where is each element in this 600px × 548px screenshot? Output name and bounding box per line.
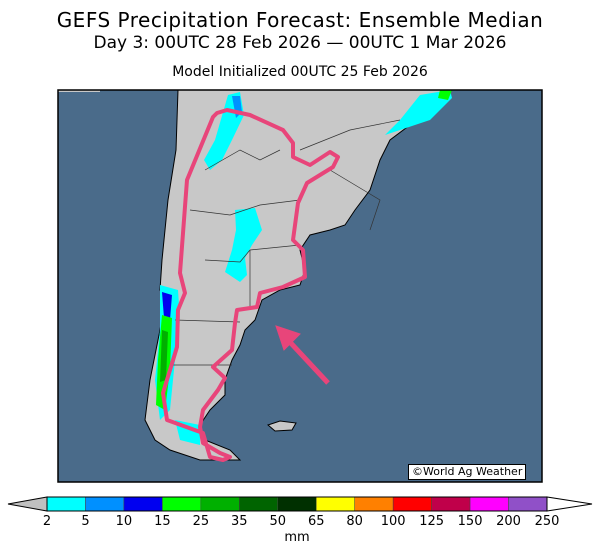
colorbar-tick-label: 80	[346, 514, 363, 529]
model-init-label: Model Initialized 00UTC 25 Feb 2026	[172, 64, 428, 80]
colorbar-swatch	[200, 496, 240, 512]
precip-blue-andes	[162, 292, 172, 320]
falkland-islands	[267, 420, 297, 432]
colorbar-tick-label: 250	[535, 514, 560, 529]
colorbar-swatch	[277, 496, 317, 512]
colorbar-frame	[46, 496, 548, 512]
colorbar-tick-label: 5	[81, 514, 89, 529]
credit-label: ©World Ag Weather	[408, 464, 527, 480]
colorbar-tick-label: 100	[381, 514, 406, 529]
colorbar-tick-label: 25	[193, 514, 210, 529]
colorbar-swatch	[469, 496, 509, 512]
colorbar-swatch	[239, 496, 279, 512]
colorbar-tick-label: 200	[496, 514, 521, 529]
colorbar-swatch	[431, 496, 471, 512]
colorbar-tick-label: 15	[154, 514, 171, 529]
chart-title: GEFS Precipitation Forecast: Ensemble Me…	[56, 8, 544, 32]
colorbar-under-triangle	[7, 496, 48, 512]
colorbar-swatch	[46, 496, 86, 512]
colorbar-tick-label: 65	[308, 514, 325, 529]
highlight-outline	[161, 108, 340, 462]
annotation-arrow	[275, 325, 330, 385]
colorbar-tick-label: 2	[43, 514, 51, 529]
map-frame	[57, 89, 543, 483]
colorbar-swatch	[392, 496, 432, 512]
colorbar-tick-label: 125	[419, 514, 444, 529]
chart-subtitle: Day 3: 00UTC 28 Feb 2026 — 00UTC 1 Mar 2…	[93, 33, 507, 53]
precip-green-ne	[438, 90, 452, 100]
precip-cyan-central	[225, 208, 262, 282]
colorbar-unit-label: mm	[284, 530, 309, 545]
land-south-america	[144, 89, 454, 461]
colorbar-tick-label: 150	[458, 514, 483, 529]
precip-darkgreen-andes	[160, 330, 168, 382]
colorbar-swatch	[315, 496, 355, 512]
colorbar-tick-label: 50	[269, 514, 286, 529]
colorbar-swatch	[162, 496, 202, 512]
colorbar-tick-label: 35	[231, 514, 248, 529]
colorbar-tick-label: 10	[116, 514, 133, 529]
colorbar-swatch	[85, 496, 125, 512]
colorbar-over-triangle	[546, 496, 593, 512]
colorbar-swatch	[354, 496, 394, 512]
colorbar-swatch	[123, 496, 163, 512]
province-borders	[170, 119, 401, 366]
colorbar-swatch	[508, 496, 548, 512]
precip-coast-ne	[385, 90, 452, 135]
